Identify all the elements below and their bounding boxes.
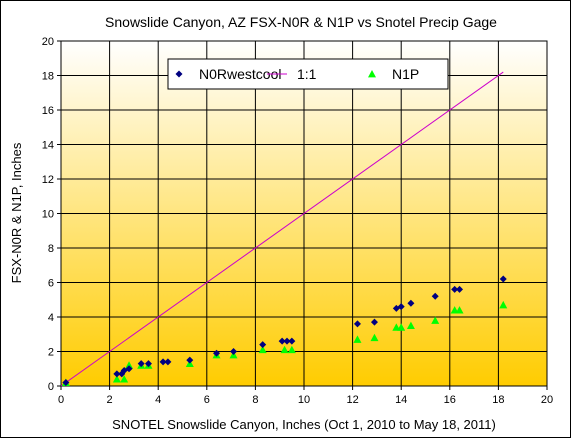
n1p-point <box>431 316 440 324</box>
n0rwestcool-point <box>159 358 167 366</box>
n1p-point <box>112 375 121 383</box>
legend-label: N1P <box>392 66 419 82</box>
n0rwestcool-point <box>230 348 238 355</box>
n0rwestcool-point <box>213 349 221 357</box>
n1p-point <box>125 361 134 369</box>
n0rwestcool-point <box>283 337 291 345</box>
x-tick-label: 8 <box>252 394 258 406</box>
n0rwestcool-point <box>186 356 194 364</box>
n0rwestcool-point <box>62 379 70 387</box>
y-axis-title: FSX-N0R & N1P, Inches <box>9 142 24 283</box>
n0rwestcool-point <box>499 275 507 283</box>
n1p-point <box>397 323 406 331</box>
n1p-point <box>287 345 296 354</box>
y-tick-label: 14 <box>42 140 54 152</box>
y-tick-label: 0 <box>48 381 54 393</box>
n1p-point <box>455 306 464 314</box>
x-tick-label: 6 <box>204 394 210 406</box>
n0rwestcool-point <box>431 292 439 300</box>
n0rwestcool-point <box>164 358 172 366</box>
n0rwestcool-point <box>278 337 286 345</box>
legend-swatch-n0rwestcool <box>175 70 183 78</box>
n1p-point <box>370 333 379 342</box>
y-tick-label: 12 <box>42 174 54 186</box>
y-tick-label: 18 <box>42 71 54 83</box>
x-tick-label: 0 <box>58 394 64 406</box>
legend-swatch-n1p <box>368 70 376 78</box>
n0rwestcool-point <box>451 285 459 293</box>
n0rwestcool-point <box>259 341 267 349</box>
n0rwestcool-point <box>456 285 464 293</box>
legend: N0Rwestcool 1:1 N1P <box>167 58 449 90</box>
n1p-point <box>499 300 508 309</box>
y-tick-label: 8 <box>48 243 54 255</box>
tick-labels: 0 2 4 6 8 10 12 14 16 18 20 0 2 4 6 8 10 12 14 16 18 20 <box>42 36 553 406</box>
n0rwestcool-point <box>113 370 121 378</box>
y-tick-label: 20 <box>42 36 54 48</box>
n0rwestcool-point <box>137 360 145 368</box>
n0rwestcool-point <box>397 303 405 311</box>
n1p-point <box>353 335 362 343</box>
n1p-point <box>120 375 129 383</box>
n0rwestcool-point <box>407 299 415 307</box>
x-tick-label: 18 <box>492 394 504 406</box>
n0rwestcool-point <box>353 320 361 328</box>
x-tick-label: 14 <box>395 394 407 406</box>
series-layer <box>60 71 508 387</box>
n0rwestcool-point <box>370 318 378 326</box>
y-tick-label: 2 <box>48 347 54 359</box>
x-tick-label: 10 <box>298 394 310 406</box>
x-tick-label: 20 <box>541 394 553 406</box>
y-tick-label: 4 <box>48 312 54 324</box>
x-tick-label: 12 <box>346 394 358 406</box>
n0rwestcool-point <box>125 365 133 373</box>
one-to-one-line <box>60 71 504 387</box>
legend-label: N0Rwestcool <box>199 66 281 82</box>
y-tick-label: 10 <box>42 209 54 221</box>
x-axis-title: SNOTEL Snowslide Canyon, Inches (Oct 1, … <box>112 417 496 432</box>
n1p-point <box>406 321 415 330</box>
x-tick-label: 16 <box>444 394 456 406</box>
chart-title: Snowslide Canyon, AZ FSX-N0R & N1P vs Sn… <box>105 14 497 30</box>
n1p-point <box>280 345 289 354</box>
x-tick-label: 2 <box>107 394 113 406</box>
x-tick-label: 4 <box>155 394 161 406</box>
n0rwestcool-point <box>144 360 152 368</box>
n0rwestcool-point <box>288 337 296 345</box>
y-tick-label: 6 <box>48 278 54 290</box>
n1p-point <box>258 345 267 354</box>
legend-box <box>167 58 449 90</box>
y-tick-label: 16 <box>42 105 54 117</box>
legend-label: 1:1 <box>297 66 317 82</box>
